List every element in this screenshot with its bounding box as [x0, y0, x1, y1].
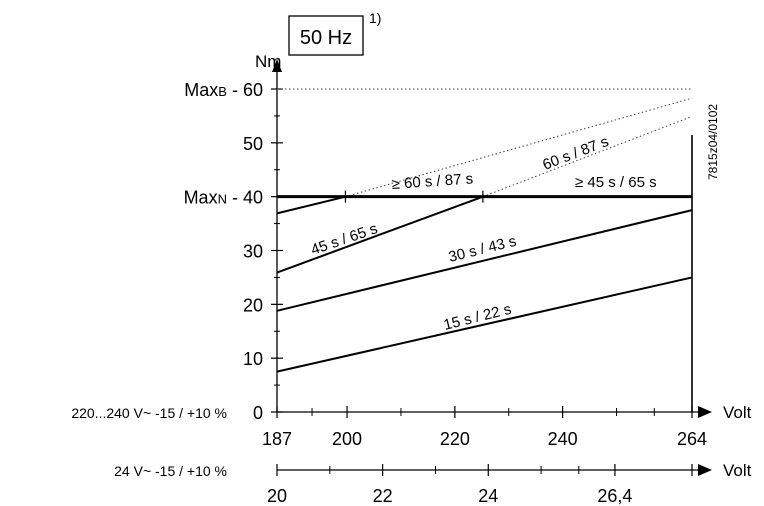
tick-group: 0 10 20 30 50 MaxB - 60 MaxN - 40 187 200 220 240 2… [184, 80, 707, 506]
series-line [276, 195, 484, 274]
y-limit-label: MaxN - 40 [184, 188, 263, 208]
x-axis2-arrow [698, 464, 712, 476]
x-tick-label: 240 [548, 429, 578, 449]
y-tick-label: 50 [243, 134, 263, 154]
x2-tick-label: 24 [478, 486, 498, 506]
x-axis-unit-label: Volt [723, 403, 752, 422]
annotation-60-87: 60 s / 87 s [540, 133, 611, 174]
x-tick-label: 187 [262, 429, 292, 449]
chart-title: 50 Hz [300, 27, 352, 49]
x2-tick-label: 20 [267, 486, 287, 506]
series-line [276, 195, 346, 215]
x-tick-label: 220 [440, 429, 470, 449]
annotation-ge-60-87: ≥ 60 s / 87 s [391, 170, 474, 193]
y-tick-label: 0 [253, 403, 263, 423]
x-axis2-name: 24 V~ -15 / +10 % [114, 463, 227, 479]
x-axis-name: 220...240 V~ -15 / +10 % [71, 405, 227, 421]
title-box: 50 Hz 1) [288, 10, 381, 56]
y-limit-label: MaxB - 60 [184, 80, 263, 100]
x-axis-arrow [698, 406, 712, 418]
y-tick-label: 10 [243, 349, 263, 369]
annotation-ge-45-65: ≥ 45 s / 65 s [575, 174, 657, 191]
y-tick-label: 30 [243, 242, 263, 262]
series-line [482, 115, 693, 198]
annotation-15-22: 15 s / 22 s [442, 301, 513, 334]
series-group [276, 88, 693, 373]
annotation-45-65: 45 s / 65 s [309, 220, 380, 259]
x2-tick-label: 22 [373, 486, 393, 506]
x-tick-label: 200 [332, 429, 362, 449]
curve-labels: ≥ 60 s / 87 s 60 s / 87 s ≥ 45 s / 65 s … [309, 133, 657, 334]
series-line [276, 276, 693, 373]
x2-tick-label: 26,4 [597, 486, 632, 506]
series-line [345, 97, 693, 198]
title-footnote: 1) [369, 10, 381, 26]
series-line [276, 209, 693, 312]
y-axis-arrow [272, 59, 282, 72]
y-tick-label: 20 [243, 295, 263, 315]
title-frame [288, 15, 364, 56]
x-axis2-unit-label: Volt [723, 461, 752, 480]
figure-id: 7815z04/0102 [706, 104, 720, 180]
x-tick-label: 264 [677, 429, 707, 449]
